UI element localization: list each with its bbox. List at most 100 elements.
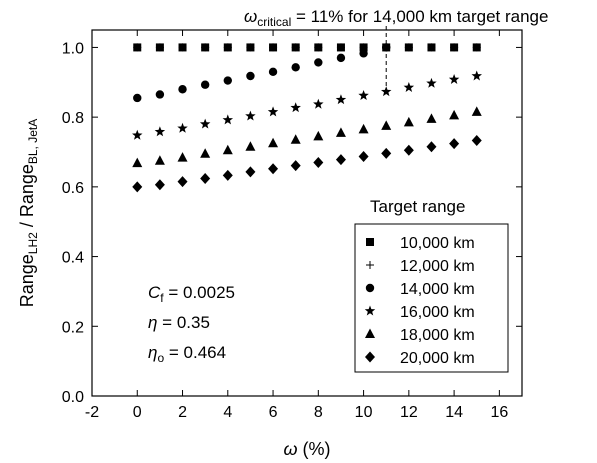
x-axis-unit: (%): [303, 439, 331, 459]
data-point-circle: [336, 53, 346, 63]
data-point-circle: [359, 49, 368, 58]
data-point-plus: [155, 43, 164, 52]
legend-title: Target range: [370, 197, 465, 216]
legend-label: 10,000 km: [400, 235, 475, 252]
data-point-triangle: [403, 116, 414, 127]
data-point-diamond: [154, 179, 165, 191]
data-point-plus: [291, 43, 300, 52]
data-point-triangle: [132, 157, 143, 168]
legend-box: [354, 223, 509, 373]
y-axis-slash: / Range: [17, 164, 37, 232]
data-point-star: [222, 114, 234, 125]
data-point-circle: [291, 63, 300, 72]
cf-annotation: Cf = 0.0025: [148, 283, 235, 305]
data-point-diamond: [449, 138, 460, 150]
y-axis-title: RangeLH2 / RangeBL, JetA: [17, 119, 40, 307]
legend-label: 14,000 km: [400, 281, 475, 298]
x-tick-label: -2: [85, 404, 99, 421]
data-point-star: [290, 102, 301, 113]
data-point-triangle: [426, 113, 437, 123]
data-point-triangle: [471, 106, 482, 116]
legend-marker-star: [364, 305, 376, 316]
data-point-star: [426, 77, 437, 88]
data-point-diamond: [471, 134, 482, 146]
data-point-circle: [314, 58, 323, 67]
data-point-plus: [336, 43, 345, 52]
data-point-diamond: [268, 163, 279, 175]
x-tick-label: 14: [445, 404, 463, 421]
cf-symbol: C: [148, 283, 161, 302]
data-point-plus: [314, 43, 323, 52]
data-point-star: [358, 90, 369, 100]
x-tick-label: 16: [490, 404, 508, 421]
plot-frame: [91, 29, 523, 397]
data-point-star: [471, 70, 482, 81]
data-point-triangle: [313, 130, 324, 141]
data-point-circle: [155, 90, 165, 99]
y-axis-sub1: LH2: [26, 232, 40, 254]
eta-symbol: η: [148, 313, 157, 332]
x-tick-label: 4: [223, 404, 232, 421]
data-point-circle: [133, 93, 142, 103]
data-point-star: [199, 118, 211, 129]
data-point-triangle: [335, 127, 346, 137]
data-point-star: [177, 122, 188, 133]
y-tick-label: 0.0: [62, 389, 84, 406]
eta-annotation: η = 0.35: [148, 313, 210, 332]
data-point-plus: [246, 43, 255, 52]
data-point-circle: [223, 76, 232, 85]
data-point-plus: [201, 43, 210, 52]
x-axis-symbol: ω: [283, 439, 297, 459]
data-point-star: [313, 98, 324, 109]
critical-annotation: ωcritical = 11% for 14,000 km target ran…: [244, 7, 548, 29]
legend-marker-circle: [365, 283, 375, 293]
legend-marker-triangle: [365, 328, 375, 338]
data-point-star: [267, 106, 279, 117]
y-axis-main: Range: [17, 254, 37, 307]
y-tick-label: 0.6: [62, 180, 84, 197]
y-axis-sub2: BL, JetA: [26, 119, 40, 164]
data-point-diamond: [177, 176, 188, 188]
data-point-triangle: [245, 141, 256, 151]
x-tick-label: 8: [314, 404, 323, 421]
legend-marker-square: [366, 238, 374, 246]
data-point-star: [245, 110, 256, 121]
x-tick-label: 0: [133, 404, 142, 421]
legend-marker-diamond: [365, 351, 375, 363]
legend-label: 16,000 km: [400, 304, 475, 321]
data-marks: [132, 43, 482, 193]
data-point-diamond: [335, 154, 346, 166]
eta-text: = 0.35: [157, 313, 209, 332]
data-point-diamond: [313, 156, 324, 168]
x-tick-label: 2: [178, 404, 187, 421]
eta-o-text: = 0.464: [164, 343, 226, 362]
data-point-triangle: [449, 109, 460, 120]
y-tick-label: 0.8: [62, 110, 84, 127]
y-tick-label: 1.0: [62, 40, 84, 57]
data-point-star: [132, 129, 143, 140]
critical-omega: ω: [244, 7, 257, 26]
cf-text: = 0.0025: [164, 283, 235, 302]
data-point-diamond: [381, 147, 392, 159]
data-point-diamond: [222, 169, 233, 181]
x-tick-label: 10: [355, 404, 373, 421]
axis-ticks: -2 0 2 4 6 8 10 12 14 16 0.0 0.2 0.4 0.6 0.8 1.0: [62, 30, 522, 421]
cf-sub: f: [160, 291, 164, 305]
y-tick-label: 0.2: [62, 319, 84, 336]
data-point-plus: [269, 43, 278, 52]
data-point-triangle: [268, 137, 279, 148]
eta-o-symbol: η: [148, 343, 157, 362]
legend-entries: 10,000 km 12,000 km 14,000 km 16,000 km 18,0…: [364, 235, 475, 367]
data-point-diamond: [290, 160, 301, 172]
x-tick-label: 6: [269, 404, 278, 421]
eta-o-annotation: ηo = 0.464: [148, 343, 226, 365]
data-point-circle: [246, 71, 255, 81]
data-point-triangle: [381, 120, 392, 130]
data-point-plus: [178, 43, 187, 52]
data-point-plus: [427, 43, 436, 52]
data-point-triangle: [200, 148, 211, 158]
data-point-diamond: [403, 144, 414, 156]
legend-label: 20,000 km: [400, 350, 475, 367]
data-point-plus: [472, 43, 481, 52]
